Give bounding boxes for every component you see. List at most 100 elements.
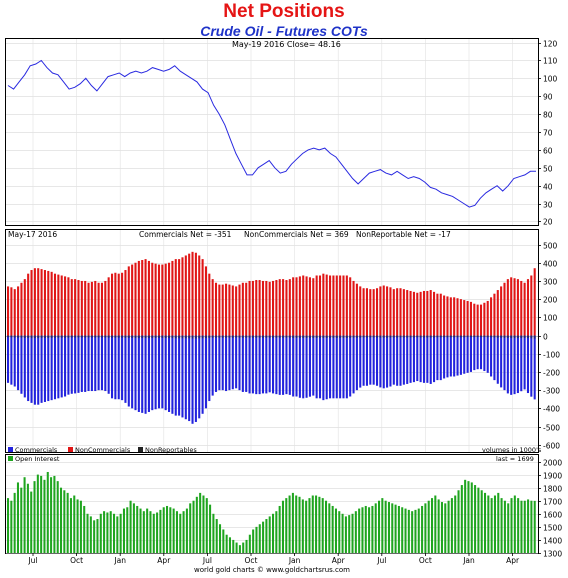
nonreportables-bar [292, 335, 295, 338]
nonreportables-bar [372, 335, 375, 338]
commercials-bar [469, 335, 472, 372]
open-interest-bar [13, 492, 16, 553]
open-interest-bar [394, 504, 397, 553]
nonreportables-bar [27, 335, 30, 338]
noncommercials-bar [308, 277, 311, 336]
noncommercials-bar [74, 279, 77, 336]
commercials-bar [131, 335, 134, 409]
nonreportables-bar [60, 335, 63, 338]
noncommercials-bar [332, 275, 335, 336]
x-tick-label: Apr [506, 556, 520, 565]
noncommercials-bar [496, 290, 499, 336]
nonreportables-bar [218, 335, 221, 338]
noncommercials-bar [302, 275, 305, 336]
noncommercials-bar [335, 275, 338, 336]
noncommercials-bar [80, 280, 83, 336]
commercials-bar [70, 335, 73, 394]
noncommercials-bar [174, 259, 177, 336]
open-interest-bar [20, 487, 23, 553]
commercials-bar [80, 335, 83, 392]
y-tick-label: 120 [543, 40, 558, 49]
noncommercials-bar [288, 279, 291, 336]
nonreportables-bar [184, 335, 187, 339]
noncommercials-bar [27, 273, 30, 336]
open-interest-bar [159, 509, 162, 553]
noncommercials-bar [513, 278, 516, 336]
commercials-bar [375, 335, 379, 386]
nonreportables-bar [365, 335, 368, 338]
y-tick-label: 100 [543, 314, 558, 323]
noncommercials-bar [315, 275, 318, 336]
noncommercials-bar [459, 299, 462, 336]
commercials-bar [214, 335, 218, 392]
open-interest-bar [252, 529, 255, 553]
noncommercials-bar [225, 283, 228, 336]
nonreportables-bar [204, 335, 207, 339]
open-interest-bar [440, 502, 443, 553]
open-interest-bar [381, 498, 384, 553]
nonreportables-bar [57, 335, 60, 338]
commercials-bar [124, 335, 127, 403]
cot-date-label: May-17 2016 [8, 230, 57, 239]
nonreportables-bar [496, 335, 499, 338]
noncommercials-bar [117, 273, 120, 336]
nonreportables-bar [332, 335, 335, 338]
open-interest-bar [493, 495, 496, 553]
noncommercials-bar [218, 284, 221, 336]
commercials-bar [513, 335, 516, 395]
open-interest-bar [487, 495, 490, 553]
open-interest-bar [285, 498, 288, 553]
nonreportables-bar [235, 335, 238, 338]
noncommercials-bar [47, 270, 50, 336]
commercials-bar [355, 335, 358, 391]
nonreportables-bar [37, 335, 40, 339]
noncommercials-bar [359, 286, 362, 336]
commercials-bar [107, 335, 110, 394]
nonreportables-bar [13, 335, 16, 338]
nonreportables-bar [174, 335, 177, 339]
noncommercials-bar [214, 282, 218, 336]
commercials-bar [292, 335, 295, 397]
commercials-bar [412, 335, 415, 383]
noncommercials-bar [157, 264, 161, 336]
nonreportables-bar [191, 335, 194, 339]
commercials-bar [275, 335, 278, 395]
nonreportables-bar [275, 335, 278, 338]
nonreportables-bar [211, 335, 214, 338]
commercials-bar [47, 335, 50, 402]
nonreportables-bar [178, 335, 181, 339]
commercials-bar [533, 335, 536, 400]
nonreportables-bar [278, 335, 281, 338]
noncommercials-bar [17, 286, 20, 336]
commercials-bar [322, 335, 325, 401]
commercials-bar [352, 335, 355, 394]
noncommercials-bar [422, 290, 426, 336]
noncommercials-bar [161, 264, 164, 336]
open-interest-bar [96, 519, 99, 553]
noncommercials-net-label: NonCommercials Net = 369 [244, 230, 349, 239]
noncommercials-bar [382, 285, 385, 336]
commercials-bar [97, 335, 100, 391]
open-interest-bar [182, 511, 185, 553]
nonreportables-bar [500, 335, 503, 338]
noncommercials-bar [318, 275, 322, 336]
commercials-bar [386, 335, 389, 388]
nonreportables-bar [53, 335, 57, 338]
commercials-bar [218, 335, 221, 391]
open-interest-bar [262, 521, 265, 553]
nonreportables-bar [382, 335, 385, 338]
open-interest-bar [219, 524, 222, 553]
nonreportables-bar [318, 335, 322, 338]
commercials-bar [399, 335, 402, 386]
commercials-bar [496, 335, 499, 384]
commercials-bar [315, 335, 318, 399]
noncommercials-bar [510, 277, 513, 336]
nonreportables-bar [305, 335, 308, 338]
commercials-bar [369, 335, 372, 385]
noncommercials-bar [369, 289, 372, 336]
y-tick-label: -300 [543, 387, 560, 396]
legend-label-commercials: Commercials [15, 446, 58, 454]
open-interest-bar [308, 498, 311, 553]
nonreportables-bar [77, 335, 80, 338]
commercials-bar [302, 335, 305, 399]
